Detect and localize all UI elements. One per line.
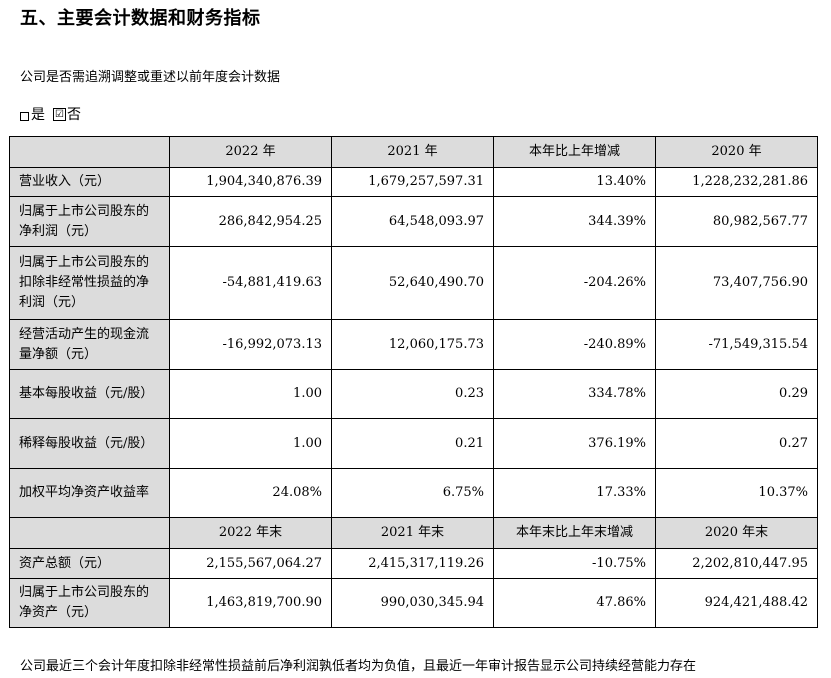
row-label: 稀释每股收益（元/股） [9,418,170,469]
row-label: 营业收入（元） [9,167,170,197]
yes-label: 是 [31,107,45,123]
row-label: 经营活动产生的现金流量净额（元） [9,319,170,370]
header-blank-cell [9,136,170,168]
header-cell: 2021 年 [331,136,494,168]
value-cell: 924,421,488.42 [655,578,818,628]
row-label: 加权平均净资产收益率 [9,468,170,518]
value-cell: 286,842,954.25 [169,196,332,247]
value-cell: 1,679,257,597.31 [331,167,494,197]
value-cell: 47.86% [493,578,656,628]
header-cell: 2020 年末 [655,517,818,549]
value-cell: 0.21 [331,418,494,469]
value-cell: -240.89% [493,319,656,370]
table-header-row: 2022 年末 2021 年末 本年末比上年末增减 2020 年末 [9,517,818,549]
value-cell: 1.00 [169,369,332,419]
value-cell: 12,060,175.73 [331,319,494,370]
restatement-question: 公司是否需追溯调整或重述以前年度会计数据 [20,70,281,85]
table-row: 归属于上市公司股东的扣除非经常性损益的净利润（元） -54,881,419.63… [9,246,818,320]
table-header-row: 2022 年 2021 年 本年比上年增减 2020 年 [9,136,818,168]
table-row: 资产总额（元） 2,155,567,064.27 2,415,317,119.2… [9,548,818,579]
value-cell: 1.00 [169,418,332,469]
header-cell: 2022 年 [169,136,332,168]
value-cell: 1,904,340,876.39 [169,167,332,197]
table-row: 加权平均净资产收益率 24.08% 6.75% 17.33% 10.37% [9,468,818,518]
value-cell: 0.29 [655,369,818,419]
restatement-answer: 是 ☑ 否 [20,104,81,124]
table-row: 归属于上市公司股东的净利润（元） 286,842,954.25 64,548,0… [9,196,818,247]
value-cell: 990,030,345.94 [331,578,494,628]
header-cell: 本年比上年增减 [493,136,656,168]
row-label: 基本每股收益（元/股） [9,369,170,419]
value-cell: 24.08% [169,468,332,518]
checked-box-icon: ☑ [53,107,66,121]
header-cell: 本年末比上年末增减 [493,517,656,549]
row-label: 资产总额（元） [9,548,170,579]
value-cell: 17.33% [493,468,656,518]
value-cell: -10.75% [493,548,656,579]
row-label: 归属于上市公司股东的净资产（元） [9,578,170,628]
value-cell: 0.27 [655,418,818,469]
header-cell: 2021 年末 [331,517,494,549]
value-cell: -54,881,419.63 [169,246,332,320]
unchecked-box-icon [20,111,29,121]
value-cell: 2,415,317,119.26 [331,548,494,579]
value-cell: 344.39% [493,196,656,247]
value-cell: 10.37% [655,468,818,518]
value-cell: 2,202,810,447.95 [655,548,818,579]
value-cell: 13.40% [493,167,656,197]
value-cell: 73,407,756.90 [655,246,818,320]
table-row: 稀释每股收益（元/股） 1.00 0.21 376.19% 0.27 [9,418,818,469]
footer-note: 公司最近三个会计年度扣除非经常性损益前后净利润孰低者均为负值，且最近一年审计报告… [20,659,697,674]
value-cell: 52,640,490.70 [331,246,494,320]
table-row: 基本每股收益（元/股） 1.00 0.23 334.78% 0.29 [9,369,818,419]
table-row: 经营活动产生的现金流量净额（元） -16,992,073.13 12,060,1… [9,319,818,370]
header-cell: 2020 年 [655,136,818,168]
no-label: 否 [67,107,81,123]
section-heading: 五、主要会计数据和财务指标 [20,8,261,29]
value-cell: 6.75% [331,468,494,518]
row-label: 归属于上市公司股东的净利润（元） [9,196,170,247]
financial-indicators-table: 2022 年 2021 年 本年比上年增减 2020 年 营业收入（元） 1,9… [9,136,818,628]
value-cell: 334.78% [493,369,656,419]
table-row: 归属于上市公司股东的净资产（元） 1,463,819,700.90 990,03… [9,578,818,628]
value-cell: -204.26% [493,246,656,320]
header-blank-cell [9,517,170,549]
value-cell: 80,982,567.77 [655,196,818,247]
value-cell: 64,548,093.97 [331,196,494,247]
value-cell: 1,463,819,700.90 [169,578,332,628]
value-cell: 376.19% [493,418,656,469]
value-cell: 1,228,232,281.86 [655,167,818,197]
table-row: 营业收入（元） 1,904,340,876.39 1,679,257,597.3… [9,167,818,197]
value-cell: -16,992,073.13 [169,319,332,370]
value-cell: -71,549,315.54 [655,319,818,370]
value-cell: 0.23 [331,369,494,419]
row-label: 归属于上市公司股东的扣除非经常性损益的净利润（元） [9,246,170,320]
value-cell: 2,155,567,064.27 [169,548,332,579]
header-cell: 2022 年末 [169,517,332,549]
